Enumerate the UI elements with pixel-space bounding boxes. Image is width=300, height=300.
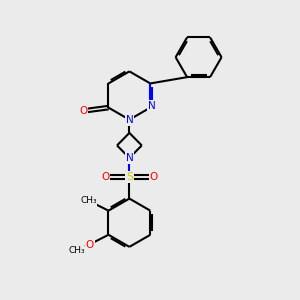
Text: N: N — [125, 115, 133, 125]
Text: N: N — [125, 153, 133, 163]
Text: O: O — [149, 172, 158, 182]
Text: CH₃: CH₃ — [68, 247, 85, 256]
Text: O: O — [79, 106, 88, 116]
Text: CH₃: CH₃ — [80, 196, 97, 205]
Text: O: O — [101, 172, 110, 182]
Text: O: O — [86, 239, 94, 250]
Text: S: S — [126, 172, 133, 182]
Text: N: N — [148, 101, 156, 111]
